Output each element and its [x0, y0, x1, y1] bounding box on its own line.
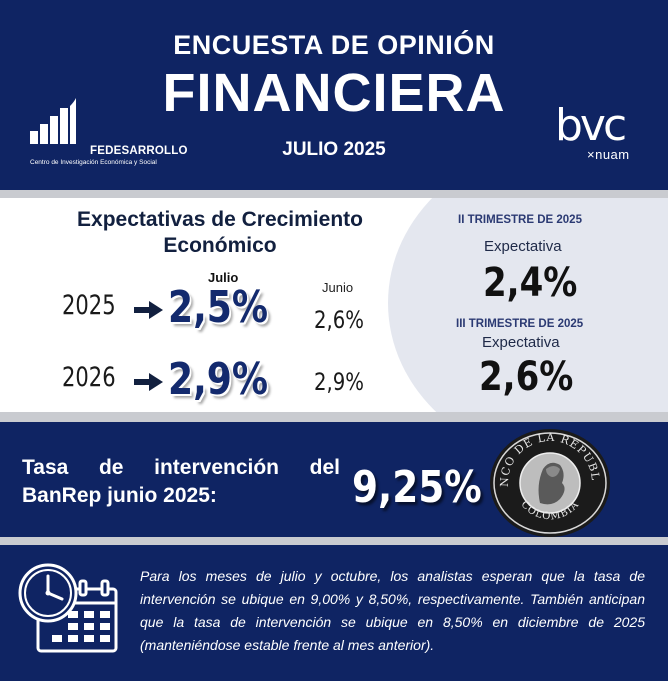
banrep-seal-icon: BANCO DE LA REPUBLICA COLOMBIA — [488, 427, 610, 537]
header: ENCUESTA DE OPINIÓN FINANCIERA JULIO 202… — [0, 0, 668, 190]
growth-2026-previous: 2,9% — [314, 368, 365, 396]
quarter-circle — [388, 198, 668, 412]
fedesarrollo-subtitle: Centro de Investigación Económica y Soci… — [30, 159, 157, 166]
title-line2: FINANCIERA — [162, 63, 506, 123]
year-2026: 2026 — [62, 362, 116, 393]
growth-title-line2: Económico — [163, 234, 277, 257]
bvc-logo-icon: bvc — [555, 100, 628, 151]
arrow-right-icon — [134, 373, 163, 391]
rate-text-line1: Tasa de intervención del — [22, 456, 340, 479]
report-date: JULIO 2025 — [282, 139, 386, 160]
growth-2025-current: 2,5% — [168, 282, 269, 333]
quarter-2-value: 2,4% — [483, 260, 578, 306]
growth-title-line1: Expectativas de Crecimiento — [77, 208, 363, 231]
rate-outlook-section: Para los meses de julio y octubre, los a… — [0, 545, 668, 681]
intervention-rate-section: Tasa de intervención del BanRep junio 20… — [0, 422, 668, 537]
quarter-3-label: Expectativa — [482, 334, 560, 351]
label-current-month: Julio — [208, 270, 239, 285]
bvc-nuam: ×nuam — [587, 147, 630, 162]
bvc-logo: bvc ×nuam — [555, 98, 650, 168]
growth-2025-previous: 2,6% — [314, 306, 365, 334]
rate-outlook-text: Para los meses de julio y octubre, los a… — [140, 568, 645, 653]
quarter-3-value: 2,6% — [479, 354, 574, 400]
divider — [0, 537, 668, 545]
fedesarrollo-logo: FEDESARROLLO Centro de Investigación Eco… — [28, 98, 188, 168]
quarter-2-title: II TRIMESTRE DE 2025 — [458, 214, 582, 226]
fedesarrollo-name: FEDESARROLLO — [90, 145, 188, 157]
quarter-2-label: Expectativa — [484, 238, 562, 255]
fedesarrollo-logo-icon — [30, 98, 76, 144]
bvc-logo-text: bvc — [555, 100, 625, 148]
arrow-right-icon — [134, 301, 163, 319]
quarter-3-title: III TRIMESTRE DE 2025 — [456, 318, 584, 330]
calendar-icon — [18, 563, 118, 653]
clock-icon — [18, 563, 78, 623]
divider — [0, 412, 668, 422]
label-previous-month: Junio — [322, 280, 354, 295]
growth-2026-current: 2,9% — [168, 354, 269, 405]
growth-expectations-section: Expectativas de Crecimiento Económico Ju… — [0, 198, 668, 412]
divider — [0, 190, 668, 198]
rate-text-line2: BanRep junio 2025: — [22, 484, 217, 507]
title-line1: ENCUESTA DE OPINIÓN — [173, 30, 495, 60]
year-2025: 2025 — [62, 290, 116, 321]
growth-title: Expectativas de Crecimiento Económico — [0, 207, 440, 259]
rate-value: 9,25% — [352, 462, 482, 513]
